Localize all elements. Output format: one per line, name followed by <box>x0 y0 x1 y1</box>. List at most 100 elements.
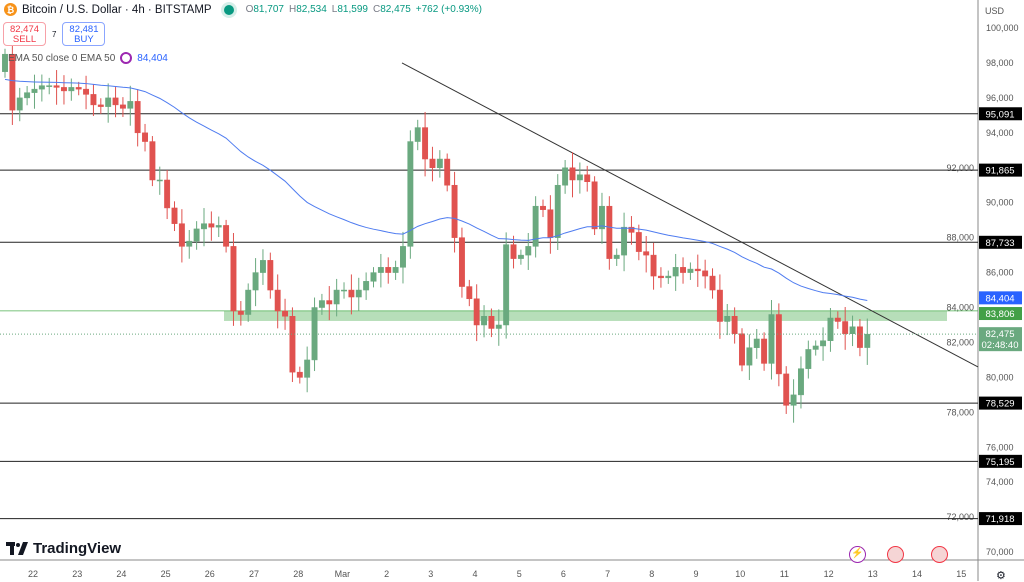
candle-up[interactable] <box>436 158 443 169</box>
candle-up[interactable] <box>790 394 797 406</box>
candle-up[interactable] <box>864 333 871 348</box>
candle-down[interactable] <box>164 179 171 209</box>
candle-down[interactable] <box>237 310 244 315</box>
indicator-legend[interactable]: EMA 50 close 0 EMA 50 84,404 <box>8 52 168 64</box>
candle-down[interactable] <box>761 338 768 364</box>
candle-down[interactable] <box>348 289 355 298</box>
candle-down[interactable] <box>709 275 716 291</box>
candle-up[interactable] <box>245 289 252 315</box>
candle-up[interactable] <box>201 223 207 230</box>
candle-up[interactable] <box>105 97 112 107</box>
candle-down[interactable] <box>83 88 90 95</box>
candle-down[interactable] <box>488 316 495 329</box>
candle-down[interactable] <box>591 181 598 230</box>
candle-up[interactable] <box>407 141 414 247</box>
candle-down[interactable] <box>635 232 642 252</box>
candle-up[interactable] <box>186 240 193 247</box>
candle-down[interactable] <box>149 141 156 181</box>
candle-down[interactable] <box>97 104 104 107</box>
candle-up[interactable] <box>304 359 311 378</box>
candle-down[interactable] <box>716 289 723 322</box>
candle-down[interactable] <box>680 267 686 273</box>
candle-up[interactable] <box>193 228 200 242</box>
candle-down[interactable] <box>223 225 230 247</box>
candle-up[interactable] <box>613 254 620 259</box>
candle-down[interactable] <box>282 310 289 317</box>
tradingview-logo[interactable]: TradingView <box>6 540 121 557</box>
candle-down[interactable] <box>731 316 738 334</box>
candle-up[interactable] <box>746 347 753 366</box>
candle-down[interactable] <box>429 158 436 169</box>
candle-down[interactable] <box>178 223 185 247</box>
candle-up[interactable] <box>812 345 819 350</box>
candle-up[interactable] <box>400 246 406 268</box>
candle-up[interactable] <box>414 127 421 142</box>
us-flag-event-icon[interactable] <box>887 546 904 563</box>
candle-up[interactable] <box>392 267 399 273</box>
candle-down[interactable] <box>473 298 480 326</box>
trendline[interactable] <box>401 62 979 368</box>
currency-label[interactable]: USD <box>985 6 1005 16</box>
candle-up[interactable] <box>532 205 539 247</box>
candle-up[interactable] <box>31 88 38 93</box>
buy-button[interactable]: 82,481 BUY <box>62 22 106 46</box>
candle-down[interactable] <box>451 184 458 238</box>
market-status-icon[interactable] <box>223 4 234 15</box>
candle-down[interactable] <box>134 101 141 134</box>
candle-down[interactable] <box>458 237 465 287</box>
candle-down[interactable] <box>643 251 650 256</box>
candle-up[interactable] <box>621 226 628 256</box>
candle-down[interactable] <box>61 87 67 92</box>
lightning-event-icon[interactable]: ⚡ <box>849 546 866 563</box>
candle-up[interactable] <box>318 300 325 308</box>
candle-down[interactable] <box>775 314 782 375</box>
sell-button[interactable]: 82,474 SELL <box>3 22 46 46</box>
candle-up[interactable] <box>341 289 347 292</box>
candle-up[interactable] <box>827 317 834 341</box>
candle-up[interactable] <box>805 349 812 369</box>
candle-up[interactable] <box>576 174 583 181</box>
settings-icon[interactable]: ⚙ <box>996 570 1006 582</box>
candle-down[interactable] <box>112 97 119 106</box>
candle-up[interactable] <box>724 316 731 322</box>
candle-up[interactable] <box>38 85 45 90</box>
candle-down[interactable] <box>289 316 296 373</box>
candle-up[interactable] <box>798 368 804 396</box>
candle-up[interactable] <box>2 53 8 72</box>
candle-down[interactable] <box>274 289 281 312</box>
candle-down[interactable] <box>444 158 451 186</box>
candle-up[interactable] <box>554 184 561 238</box>
candle-up[interactable] <box>16 97 23 111</box>
candle-down[interactable] <box>834 317 841 322</box>
candle-down[interactable] <box>694 268 701 272</box>
candle-up[interactable] <box>525 246 532 256</box>
candle-down[interactable] <box>510 244 517 259</box>
candle-down[interactable] <box>584 174 591 182</box>
candle-down[interactable] <box>569 167 576 181</box>
candle-down[interactable] <box>208 223 215 228</box>
candle-down[interactable] <box>267 260 274 291</box>
candle-down[interactable] <box>90 94 97 106</box>
candle-up[interactable] <box>252 272 259 291</box>
candle-up[interactable] <box>68 87 75 92</box>
ema-line[interactable] <box>4 78 868 301</box>
candle-down[interactable] <box>75 87 82 90</box>
candle-up[interactable] <box>215 225 222 228</box>
candle-up[interactable] <box>562 167 569 186</box>
candle-down[interactable] <box>657 275 664 279</box>
candle-down[interactable] <box>547 209 554 238</box>
support-zone[interactable] <box>224 310 947 321</box>
candle-up[interactable] <box>311 307 318 361</box>
candle-down[interactable] <box>142 132 148 142</box>
candle-up[interactable] <box>517 254 524 259</box>
candle-up[interactable] <box>355 289 362 298</box>
candle-up[interactable] <box>333 289 340 305</box>
candle-down[interactable] <box>422 127 429 160</box>
candle-up[interactable] <box>260 260 266 273</box>
candle-down[interactable] <box>230 246 237 312</box>
candle-down[interactable] <box>842 321 849 334</box>
candle-up[interactable] <box>495 324 502 329</box>
candle-down[interactable] <box>385 267 392 273</box>
candle-up[interactable] <box>503 244 510 326</box>
